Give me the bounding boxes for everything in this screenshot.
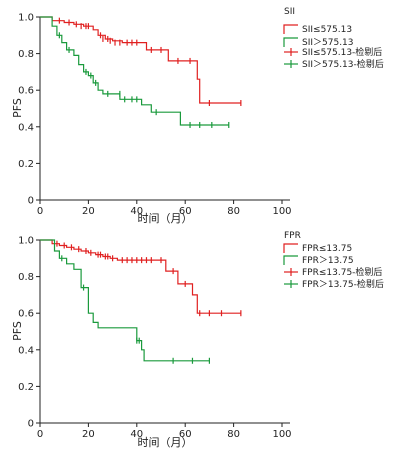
x-tick-label: 40 — [130, 429, 143, 440]
x-tick-label: 20 — [82, 206, 95, 217]
legend-label: FPR≤13.75-检剔后 — [302, 266, 382, 278]
legend-label: SII≤575.13-检剔后 — [302, 46, 382, 58]
y-tick-label: 0.8 — [18, 49, 34, 60]
legend-step-icon — [283, 37, 298, 47]
legend-step-icon — [283, 255, 298, 265]
legend-entry-censor-high: FPR＞13.75-检剔后 — [284, 278, 384, 290]
legend-label: FPR＞13.75 — [302, 256, 354, 266]
y-tick-label: 1.0 — [18, 236, 34, 247]
x-tick-label: 0 — [37, 429, 43, 440]
legend-step-icon — [283, 24, 298, 34]
legend-label: SII＞575.13 — [302, 38, 354, 48]
axis-ticks: 0 20 40 60 80 100 0 0.2 0.4 0.6 0.8 1.0 — [18, 13, 291, 218]
legend-entry-step-low: SII≤575.13 — [283, 24, 352, 35]
legend-label: FPR≤13.75 — [302, 244, 352, 254]
plot-area: 0 20 40 60 80 100 0 0.2 0.4 0.6 0.8 1.0 — [18, 13, 291, 218]
x-tick-label: 80 — [227, 429, 240, 440]
x-tick-label: 60 — [179, 206, 192, 217]
y-axis-label: PFS — [11, 98, 24, 118]
survival-curve — [40, 16, 241, 104]
x-tick-label: 60 — [179, 429, 192, 440]
x-tick-label: 100 — [272, 429, 291, 440]
x-axis-label: 时间（月） — [138, 436, 193, 449]
km-chart-fpr: 0 20 40 60 80 100 0 0.2 0.4 0.6 0.8 1.0 PFS 时间（月） F… — [11, 231, 384, 449]
axis-ticks: 0 20 40 60 80 100 0 0.2 0.4 0.6 0.8 1.0 — [18, 236, 291, 441]
y-tick-label: 0.8 — [18, 272, 34, 283]
y-tick-label: 0.2 — [18, 159, 34, 170]
survival-curve — [40, 16, 229, 126]
y-axis-label: PFS — [11, 321, 24, 341]
legend-entry-step-low: FPR≤13.75 — [283, 243, 352, 254]
x-tick-label: 20 — [82, 429, 95, 440]
survival-curves — [40, 16, 242, 128]
y-tick-label: 0.6 — [18, 86, 34, 97]
x-axis-label: 时间（月） — [138, 212, 193, 225]
y-tick-label: 0 — [28, 196, 34, 207]
x-tick-label: 100 — [272, 206, 291, 217]
legend-label: FPR＞13.75-检剔后 — [302, 278, 384, 290]
legend-title: SII — [284, 7, 295, 17]
y-tick-label: 0.2 — [18, 382, 34, 393]
legend-step-icon — [283, 243, 298, 253]
x-tick-label: 0 — [37, 206, 43, 217]
legend-entry-step-high: SII＞575.13 — [283, 37, 354, 48]
y-tick-label: 0 — [28, 419, 34, 430]
km-chart-sii: 0 20 40 60 80 100 0 0.2 0.4 0.6 0.8 1.0 PFS 时间（月） S… — [11, 7, 384, 225]
y-tick-label: 0.6 — [18, 309, 34, 320]
x-tick-label: 80 — [227, 206, 240, 217]
legend-label: SII≤575.13 — [302, 25, 352, 35]
legend-entry-censor-low: SII≤575.13-检剔后 — [284, 46, 382, 58]
x-tick-label: 40 — [130, 206, 143, 217]
legend: FPR FPR≤13.75 FPR＞13.75 FPR≤13.75-检剔后 FP… — [283, 231, 384, 290]
survival-curves — [40, 239, 242, 364]
legend-label: SII＞575.13-检剔后 — [302, 58, 384, 70]
survival-curve — [40, 239, 241, 314]
legend-entry-censor-high: SII＞575.13-检剔后 — [284, 58, 384, 70]
y-tick-label: 1.0 — [18, 13, 34, 24]
legend-entry-step-high: FPR＞13.75 — [283, 255, 354, 266]
legend-entry-censor-low: FPR≤13.75-检剔后 — [284, 266, 382, 278]
legend-title: FPR — [284, 231, 301, 241]
y-tick-label: 0.4 — [18, 122, 34, 133]
plot-area: 0 20 40 60 80 100 0 0.2 0.4 0.6 0.8 1.0 — [18, 236, 291, 441]
y-tick-label: 0.4 — [18, 345, 34, 356]
legend: SII SII≤575.13 SII＞575.13 SII≤575.13-检剔后… — [283, 7, 384, 70]
survival-curve — [40, 239, 210, 362]
